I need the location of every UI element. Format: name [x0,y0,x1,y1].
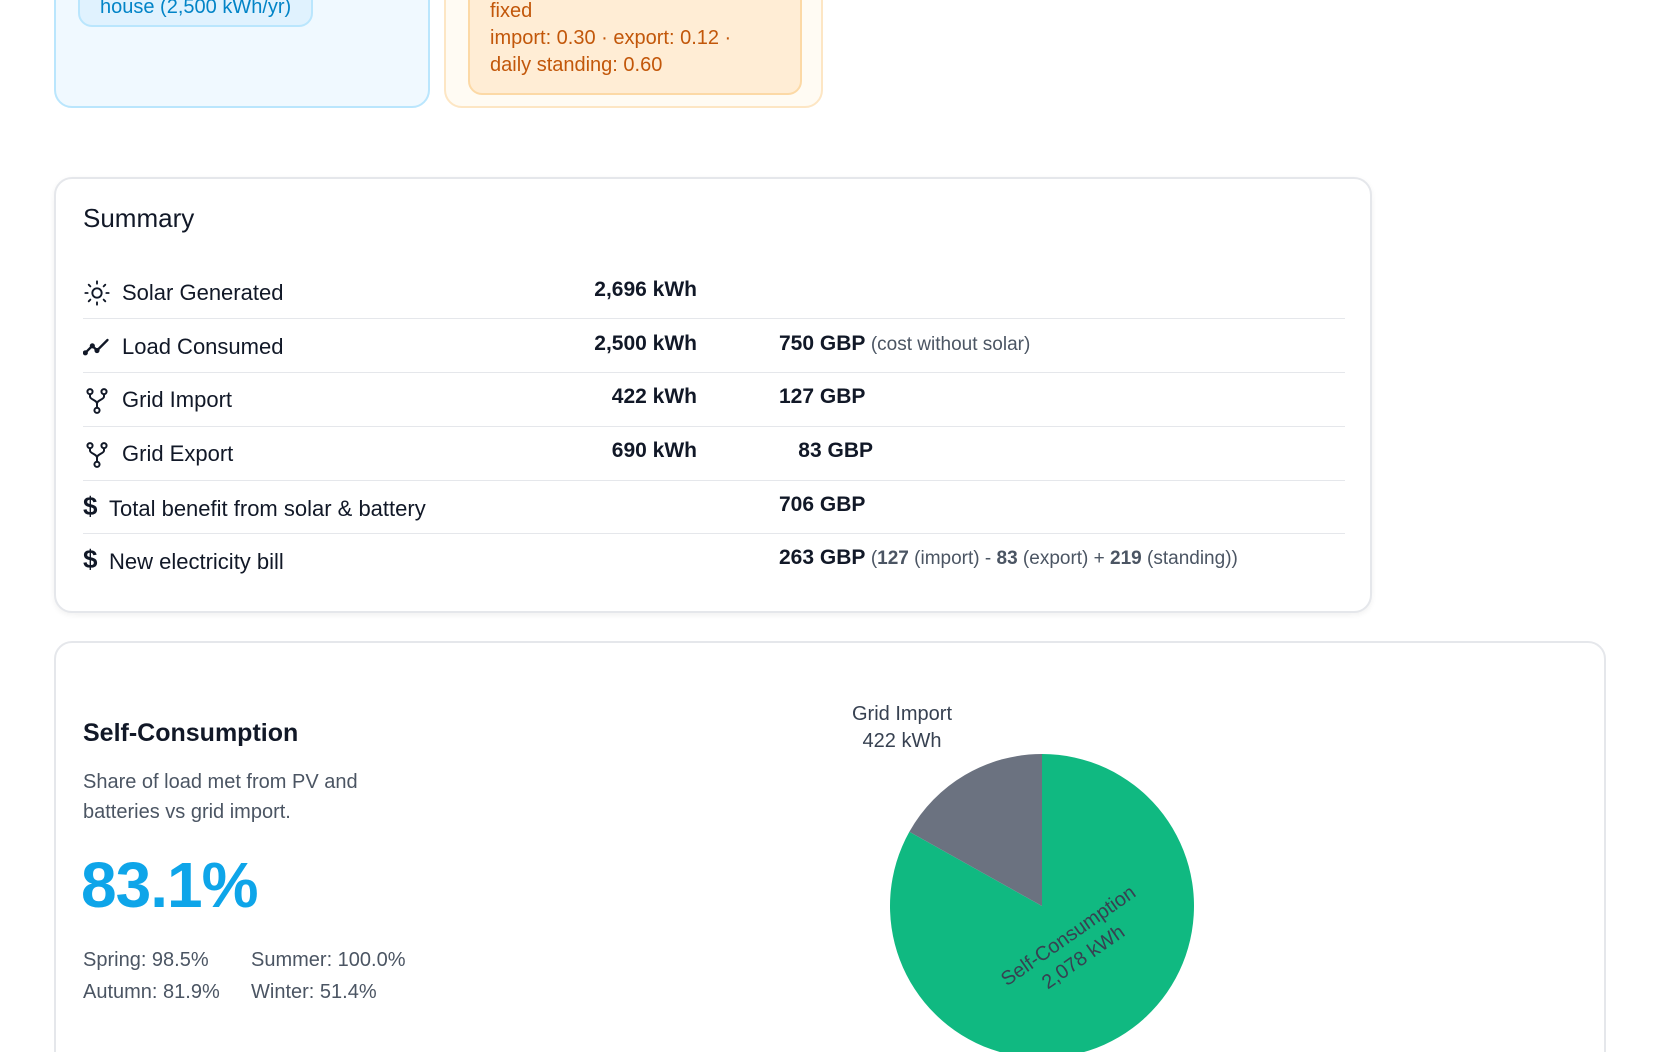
row-label: New electricity bill [109,549,284,574]
summary-row-total-benefit: $ Total benefit from solar & battery 706… [83,481,1345,534]
self-consumption-pie-chart: Self-Consumption 2,078 kWh Grid Import 422 … [816,683,1316,1052]
dollar-icon: $ [83,544,98,574]
row-label: Load Consumed [122,334,284,359]
row-label: Solar Generated [122,280,284,305]
row-kwh: 690 kWh [611,439,697,462]
summary-row-load-consumed: Load Consumed 2,500 kWh 750 GBP (cost wi… [83,319,1345,373]
summary-title: Summary [83,203,195,233]
summary-row-grid-import: Grid Import 422 kWh 127 GBP [83,373,1345,427]
row-gbp: 83 GBP [798,439,873,462]
row-kwh: 2,500 kWh [594,332,697,355]
row-gbp: 706 GBP [779,493,866,516]
row-gbp: 263 GBP (127 (import) - 83 (export) + 21… [779,546,1238,570]
bill-export-value: 83 [996,548,1018,569]
bill-import-label: (import) - [914,548,992,569]
tariff-rates: import: 0.30 · export: 0.12 · [490,27,732,49]
trend-line-icon [83,338,109,356]
self-consumption-percent: 83.1% [81,849,258,921]
pie-label-grid-import-value: 422 kWh [863,730,942,752]
season-winter: Winter: 51.4% [251,981,377,1003]
self-consumption-card: Self-Consumption Share of load met from … [54,641,1606,1052]
season-autumn: Autumn: 81.9% [83,981,220,1003]
tariff-name: fixed [490,0,533,22]
tariff-card[interactable]: fixed import: 0.30 · export: 0.12 · dail… [444,0,823,108]
bill-export-label: (export) + [1022,548,1105,569]
bill-import-value: 127 [877,548,909,569]
row-kwh: 422 kWh [611,385,697,408]
summary-row-grid-export: Grid Export 690 kWh 83 GBP [83,427,1345,481]
self-consumption-title: Self-Consumption [83,719,299,747]
pie-slice-grid-import [909,754,1042,906]
house-profile-chip[interactable]: house (2,500 kWh/yr) [78,0,314,27]
bill-breakdown: (127 (import) - 83 (export) + 219 (stand… [870,548,1238,569]
fork-icon [86,388,108,414]
season-spring: Spring: 98.5% [83,949,209,971]
summary-row-solar-generated: Solar Generated 2,696 kWh [83,265,1345,319]
house-profile-card[interactable]: house (2,500 kWh/yr) [54,0,430,108]
row-gbp: 750 GBP (cost without solar) [779,332,1030,356]
row-gbp: 127 GBP [779,385,866,408]
summary-row-new-bill: $ New electricity bill 263 GBP (127 (imp… [83,534,1345,588]
row-gbp-value: 750 GBP [779,332,865,355]
row-label: Total benefit from solar & battery [109,496,426,521]
fork-icon [86,442,108,468]
pie-label-grid-import-name: Grid Import [852,703,952,725]
row-note: (cost without solar) [870,334,1031,355]
bill-standing-value: 219 [1110,548,1142,569]
row-label: Grid Import [122,387,233,412]
row-gbp-value: 263 GBP [779,546,865,569]
summary-card: Summary Solar Generated 2,696 kWh Load C… [54,177,1372,613]
pie-slice-self-consumption [890,754,1194,1052]
season-summer: Summer: 100.0% [251,949,406,971]
tariff-chip[interactable]: fixed import: 0.30 · export: 0.12 · dail… [468,0,802,95]
row-label: Grid Export [122,441,234,466]
tariff-standing: daily standing: 0.60 [490,54,663,76]
sun-icon [84,280,110,306]
self-consumption-description: Share of load met from PV and batteries … [83,771,358,823]
row-kwh: 2,696 kWh [594,278,697,301]
bill-standing-label: (standing)) [1147,548,1238,569]
dollar-icon: $ [83,491,98,521]
